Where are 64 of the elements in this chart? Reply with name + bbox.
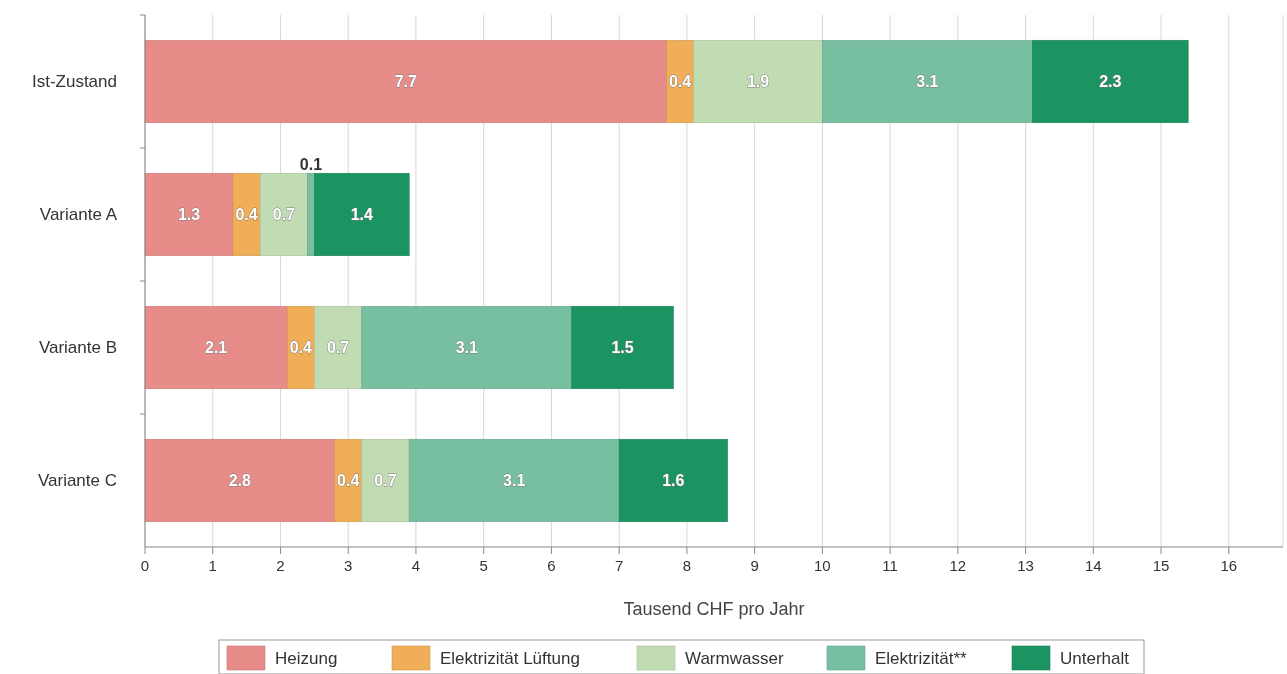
x-tick-label: 13 (1017, 557, 1034, 574)
x-axis-title: Tausend CHF pro Jahr (623, 599, 805, 619)
bar (618, 438, 728, 523)
data-label: 0.7 (374, 472, 397, 490)
legend-label: Warmwasser (685, 648, 784, 668)
x-tick-label: 2 (276, 557, 285, 574)
bar (693, 39, 823, 124)
bar (144, 438, 335, 523)
data-label: 1.5 (611, 339, 634, 357)
x-tick-label: 5 (479, 557, 488, 574)
bar (314, 172, 410, 257)
data-label: 0.4 (669, 73, 692, 91)
bar (408, 438, 620, 523)
data-label: 1.9 (746, 73, 770, 91)
x-tick-label: 9 (750, 557, 759, 574)
legend-label: Elektrizität Lüftung (440, 648, 580, 668)
data-label: 0.4 (289, 339, 313, 357)
legend-label: Unterhalt (1060, 648, 1130, 668)
x-tick-label: 4 (411, 557, 421, 574)
data-label: 0.4 (235, 206, 258, 224)
bar (144, 305, 288, 390)
y-tick-label: Ist-Zustand (31, 72, 117, 92)
data-label: 3.1 (916, 73, 939, 91)
x-tick-label: 6 (547, 557, 556, 574)
x-tick-label: 16 (1220, 557, 1238, 574)
x-tick-label: 14 (1084, 557, 1102, 574)
bar (1032, 39, 1189, 124)
bar (314, 305, 363, 390)
x-tick-label: 15 (1152, 557, 1170, 574)
bar (361, 305, 573, 390)
data-label: 2.3 (1099, 73, 1122, 91)
x-tick-label: 8 (682, 557, 692, 574)
bar (232, 172, 261, 257)
x-tick-label: 7 (614, 557, 624, 574)
data-label: 0.4 (337, 472, 360, 490)
bar (144, 172, 234, 257)
data-label: 0.7 (326, 339, 350, 357)
legend-label: Heizung (275, 648, 338, 668)
x-tick-label: 3 (344, 557, 353, 574)
bar (307, 172, 315, 257)
x-tick-label: 0 (140, 557, 150, 574)
y-tick-label: Variante B (38, 338, 117, 358)
y-tick-label: Variante A (39, 205, 118, 225)
bar (822, 39, 1033, 124)
x-tick-label: 12 (949, 557, 967, 574)
data-label: 1.6 (662, 472, 685, 490)
x-tick-label: 1 (208, 557, 217, 574)
data-label: 3.1 (503, 472, 526, 490)
x-tick-label: 11 (882, 557, 898, 574)
y-tick-label: Variante C (37, 471, 117, 491)
data-label: 7.7 (394, 73, 418, 91)
data-label: 2.8 (228, 472, 252, 490)
x-tick-label: 10 (814, 557, 831, 574)
bar (144, 39, 667, 124)
data-label: 0.1 (299, 155, 323, 173)
data-label: 1.3 (177, 206, 201, 224)
bar (361, 438, 410, 523)
data-label: 1.4 (350, 206, 373, 224)
data-label: 0.7 (272, 206, 296, 224)
bar (259, 172, 308, 257)
data-label: 2.1 (205, 339, 228, 357)
bar (571, 305, 674, 390)
legend-label: Elektrizität** (875, 648, 968, 668)
data-label: 3.1 (455, 339, 478, 357)
